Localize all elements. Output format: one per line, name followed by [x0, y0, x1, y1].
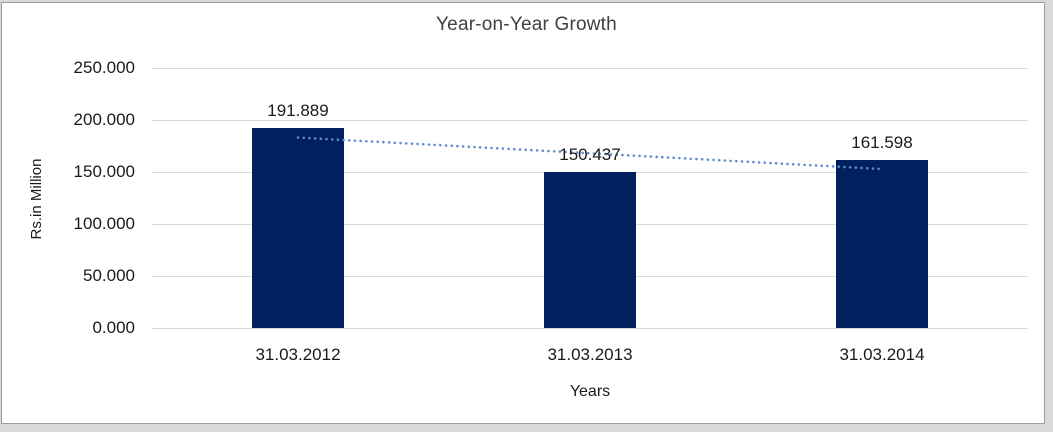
y-axis-title: Rs.in Million: [28, 158, 45, 240]
data-label-2014: 161.598: [851, 132, 913, 152]
bar-2012: [252, 128, 344, 328]
bar-2014: [836, 159, 928, 328]
y-tick-label: 50.000: [83, 266, 135, 285]
chart-title: Year-on-Year Growth: [436, 14, 617, 35]
y-tick-label: 200.000: [73, 110, 135, 129]
y-tick-label: 150.000: [73, 162, 135, 181]
x-tick-label-2014: 31.03.2014: [839, 345, 925, 364]
y-tick-label: 100.000: [73, 214, 135, 233]
y-tick-label: 250.000: [73, 58, 135, 77]
y-tick-label: 0.000: [92, 318, 135, 337]
bar-2013: [544, 171, 636, 328]
gridline: [152, 328, 1028, 329]
x-axis-title: Years: [569, 383, 611, 400]
gridline: [152, 120, 1028, 121]
gridline: [152, 68, 1028, 69]
data-label-2012: 191.889: [267, 101, 329, 121]
x-tick-label-2012: 31.03.2012: [255, 345, 341, 364]
data-label-2013: 150.437: [559, 144, 621, 164]
x-tick-label-2013: 31.03.2013: [547, 345, 633, 364]
